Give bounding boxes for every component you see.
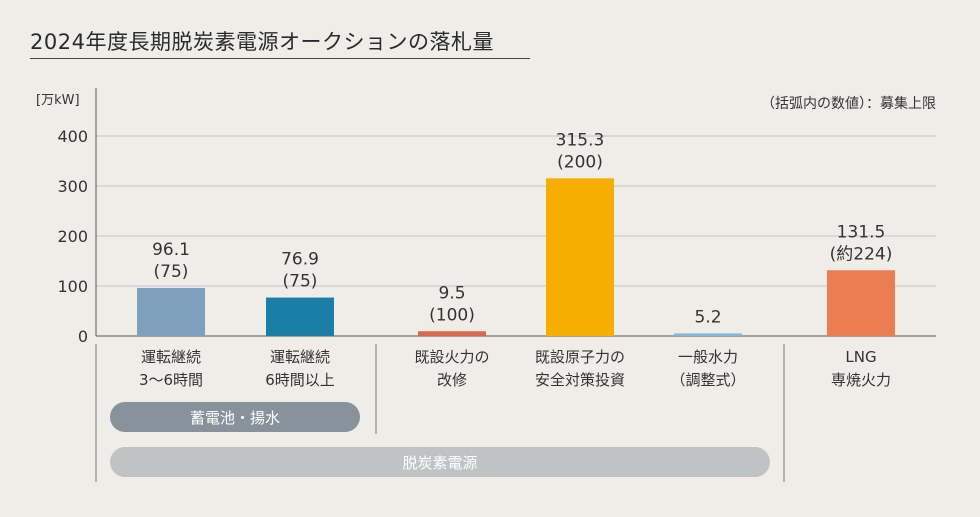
bar xyxy=(546,178,614,336)
bar xyxy=(266,297,334,336)
bar xyxy=(827,270,895,336)
category-label: 3〜6時間 xyxy=(139,371,203,389)
y-tick-label: 200 xyxy=(57,227,88,246)
category-label: 一般水力 xyxy=(678,348,738,366)
category-label: 専焼火力 xyxy=(831,371,891,389)
cap-label: (100) xyxy=(429,305,475,325)
title-underline xyxy=(30,58,530,59)
value-label: 315.3 xyxy=(556,130,605,150)
category-label: 既設火力の xyxy=(414,348,489,366)
value-label: 76.9 xyxy=(281,250,319,270)
value-label: 131.5 xyxy=(837,222,886,242)
bar xyxy=(137,287,205,336)
category-label: LNG xyxy=(845,348,876,366)
cap-label: (200) xyxy=(557,152,603,172)
y-axis-unit: [万kW] xyxy=(36,93,80,108)
category-label: 既設原子力の xyxy=(535,348,625,366)
category-label: 6時間以上 xyxy=(265,371,335,389)
y-tick-label: 400 xyxy=(57,127,88,146)
category-label: 運転継続 xyxy=(141,348,201,366)
value-label: 5.2 xyxy=(694,307,721,327)
cap-note: （括弧内の数値）：募集上限 xyxy=(761,95,936,112)
category-label: 安全対策投資 xyxy=(535,371,625,389)
value-label: 96.1 xyxy=(152,240,190,260)
cap-label: (約224) xyxy=(830,244,893,264)
cap-label: (75) xyxy=(154,262,189,282)
category-label: 運転継続 xyxy=(270,348,330,366)
cap-label: (75) xyxy=(283,272,318,292)
chart-title: 2024年度長期脱炭素電源オークションの落札量 xyxy=(30,30,494,54)
y-tick-label: 300 xyxy=(57,177,88,196)
y-tick-label: 0 xyxy=(78,327,88,346)
bar xyxy=(674,333,742,336)
value-label: 9.5 xyxy=(438,283,465,303)
group-label-storage: 蓄電池・揚水 xyxy=(110,402,360,432)
category-label: （調整式） xyxy=(670,371,745,389)
category-label: 改修 xyxy=(437,371,467,389)
y-tick-label: 100 xyxy=(57,277,88,296)
group-label-decarbonized: 脱炭素電源 xyxy=(110,447,770,477)
bar xyxy=(418,331,486,336)
